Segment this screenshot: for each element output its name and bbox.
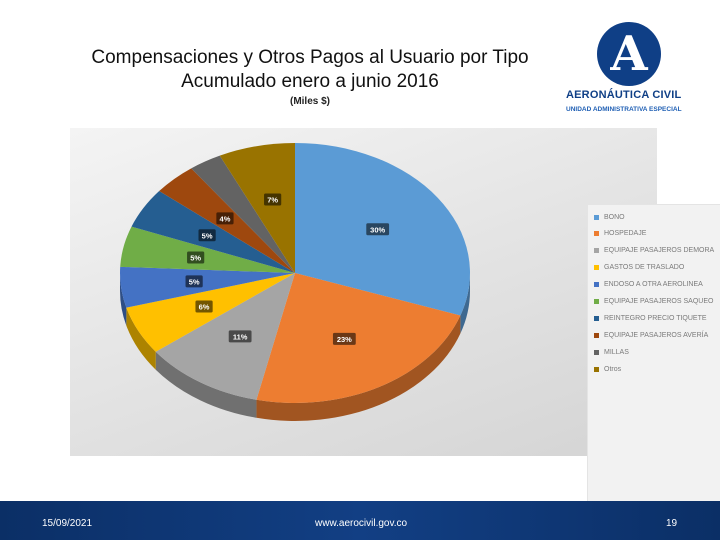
pie-side-endoso-a-otra-aerolinea xyxy=(120,273,127,326)
legend-swatch xyxy=(594,265,599,271)
legend-label: Otros xyxy=(604,365,622,373)
pie-slice-millas[interactable] xyxy=(191,155,295,273)
legend-label: EQUIPAJE PASAJEROS AVERÍA xyxy=(604,331,709,339)
chart-legend: BONO HOSPEDAJE EQUIPAJE PASAJEROS DEMORA GA… xyxy=(587,204,720,504)
data-label-gastos-de-traslado: 6% xyxy=(195,300,213,313)
legend-swatch xyxy=(594,231,599,237)
pie-slice-hospedaje[interactable] xyxy=(256,273,461,403)
legend-label: ENDOSO A OTRA AEROLINEA xyxy=(604,281,703,289)
chart-frame: 30% 23% 11% 6% 5% 5% 5% 4% 7% BONO HOSPEDAJE EQUIP… xyxy=(70,128,720,504)
legend-item: EQUIPAJE PASAJEROS AVERÍA xyxy=(594,329,708,341)
legend-label: GASTOS DE TRASLADO xyxy=(604,264,685,272)
aerocivil-logo: A AERONÁUTICA CIVIL UNIDAD ADMINISTRATIV… xyxy=(560,22,700,122)
svg-text:23%: 23% xyxy=(337,335,352,344)
data-label-equipaje-pasajeros-aver-a: 4% xyxy=(216,212,234,225)
legend-swatch xyxy=(594,248,599,254)
svg-text:7%: 7% xyxy=(267,195,278,204)
svg-text:5%: 5% xyxy=(202,231,213,240)
title-line-1: Compensaciones y Otros Pagos al Usuario … xyxy=(91,47,529,68)
legend-item: REINTEGRO PRECIO TIQUETE xyxy=(594,312,707,324)
svg-text:30%: 30% xyxy=(370,225,385,234)
svg-text:5%: 5% xyxy=(190,254,201,263)
legend-label: HOSPEDAJE xyxy=(604,230,647,238)
svg-text:4%: 4% xyxy=(220,214,231,223)
data-label-equipaje-pasajeros-demora: 11% xyxy=(228,330,252,343)
pie-slice-equipaje-pasajeros-demora[interactable] xyxy=(155,273,295,400)
svg-text:11%: 11% xyxy=(233,332,248,341)
legend-swatch xyxy=(594,349,599,355)
footer-date: 15/09/2021 xyxy=(42,518,93,529)
legend-item: BONO xyxy=(594,211,625,223)
pie-data-labels: 30% 23% 11% 6% 5% 5% 5% 4% 7% xyxy=(185,193,390,345)
legend-label: REINTEGRO PRECIO TIQUETE xyxy=(604,314,707,322)
legend-label: BONO xyxy=(604,213,625,221)
footer-bar: 15/09/2021 www.aerocivil.gov.co 19 xyxy=(0,501,720,540)
footer-page-number: 19 xyxy=(666,518,678,529)
slide-subtitle: (Miles $) xyxy=(289,96,330,107)
pie-slice-equipaje-pasajeros-saqueo[interactable] xyxy=(120,226,295,273)
data-label-reintegro-precio-tiquete: 5% xyxy=(198,229,216,242)
slide-title: Compensaciones y Otros Pagos al Usuario … xyxy=(40,46,580,94)
legend-swatch xyxy=(594,315,599,321)
footer-url[interactable]: www.aerocivil.gov.co xyxy=(315,518,408,529)
data-label-endoso-a-otra-aerolinea: 5% xyxy=(185,275,203,288)
legend-label: MILLAS xyxy=(604,348,629,356)
pie-slices xyxy=(120,143,470,403)
pie-side-walls xyxy=(120,273,470,421)
data-label-equipaje-pasajeros-saqueo: 5% xyxy=(187,251,205,264)
pie-side-gastos-de-traslado xyxy=(126,307,156,370)
legend-swatch xyxy=(594,282,599,288)
pie-side-hospedaje xyxy=(256,315,461,421)
logo-mark-icon: A xyxy=(597,22,661,86)
data-label-otros: 7% xyxy=(264,193,282,206)
data-label-bono: 30% xyxy=(366,223,390,236)
pie-side-bono xyxy=(460,273,470,334)
legend-swatch xyxy=(594,366,599,372)
pie-side-equipaje-pasajeros-demora xyxy=(155,351,257,418)
svg-text:6%: 6% xyxy=(199,302,210,311)
legend-label: EQUIPAJE PASAJEROS SAQUEO xyxy=(604,298,714,305)
legend-swatch xyxy=(594,214,599,220)
legend-item: HOSPEDAJE xyxy=(594,228,646,240)
legend-item: GASTOS DE TRASLADO xyxy=(594,262,684,274)
legend-label: EQUIPAJE PASAJEROS DEMORA xyxy=(604,247,715,255)
legend-item: MILLAS xyxy=(594,346,629,358)
legend-swatch xyxy=(594,299,599,304)
legend-item: EQUIPAJE PASAJEROS DEMORA xyxy=(594,245,714,257)
pie-chart: 30% 23% 11% 6% 5% 5% 5% 4% 7% xyxy=(120,143,470,421)
pie-slice-otros[interactable] xyxy=(219,143,295,273)
legend-swatch xyxy=(594,332,599,338)
data-label-hospedaje: 23% xyxy=(332,332,356,345)
logo-name: AERONÁUTICA CIVIL xyxy=(566,89,682,101)
legend-item: ENDOSO A OTRA AEROLINEA xyxy=(594,279,703,291)
logo-unit: UNIDAD ADMINISTRATIVA ESPECIAL xyxy=(566,106,682,113)
pie-slice-endoso-a-otra-aerolinea[interactable] xyxy=(120,266,295,308)
svg-text:5%: 5% xyxy=(189,277,200,286)
legend-item: EQUIPAJE PASAJEROS SAQUEO xyxy=(594,296,713,308)
legend-item: Otros xyxy=(594,363,621,375)
title-line-2: Acumulado enero a junio 2016 xyxy=(181,71,439,92)
